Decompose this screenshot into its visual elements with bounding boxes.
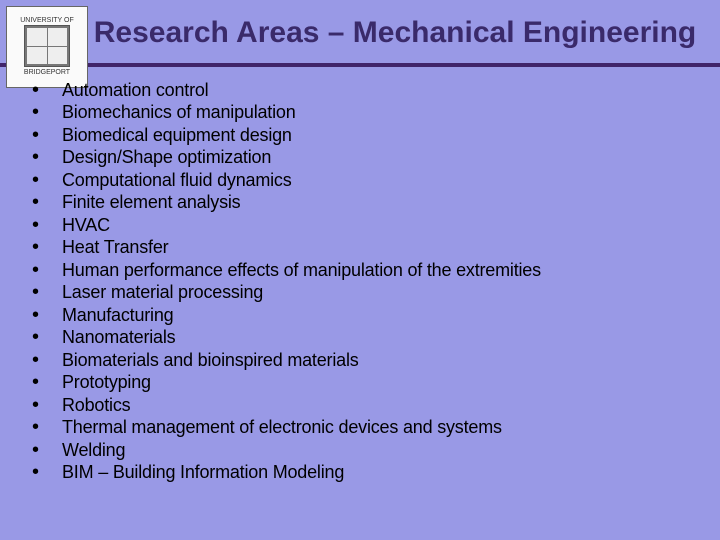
list-item: Laser material processing bbox=[28, 281, 680, 304]
list-item: Prototyping bbox=[28, 371, 680, 394]
list-item: HVAC bbox=[28, 214, 680, 237]
list-item: Heat Transfer bbox=[28, 236, 680, 259]
list-item: Human performance effects of manipulatio… bbox=[28, 259, 680, 282]
logo-bottom-text: BRIDGEPORT bbox=[24, 69, 70, 77]
list-item: Manufacturing bbox=[28, 304, 680, 327]
list-item: Welding bbox=[28, 439, 680, 462]
university-logo: UNIVERSITY OF BRIDGEPORT bbox=[6, 6, 88, 88]
logo-top-text: UNIVERSITY OF bbox=[20, 17, 74, 25]
list-item: Biomedical equipment design bbox=[28, 124, 680, 147]
list-item: Design/Shape optimization bbox=[28, 146, 680, 169]
shield-icon bbox=[24, 25, 70, 67]
list-item: BIM – Building Information Modeling bbox=[28, 461, 680, 484]
list-item: Biomaterials and bioinspired materials bbox=[28, 349, 680, 372]
list-item: Biomechanics of manipulation bbox=[28, 101, 680, 124]
list-item: Nanomaterials bbox=[28, 326, 680, 349]
slide-title: Research Areas – Mechanical Engineering bbox=[0, 0, 720, 51]
bullet-list: Automation controlBiomechanics of manipu… bbox=[0, 67, 720, 484]
list-item: Finite element analysis bbox=[28, 191, 680, 214]
list-item: Computational fluid dynamics bbox=[28, 169, 680, 192]
list-item: Robotics bbox=[28, 394, 680, 417]
list-item: Thermal management of electronic devices… bbox=[28, 416, 680, 439]
list-item: Automation control bbox=[28, 79, 680, 102]
